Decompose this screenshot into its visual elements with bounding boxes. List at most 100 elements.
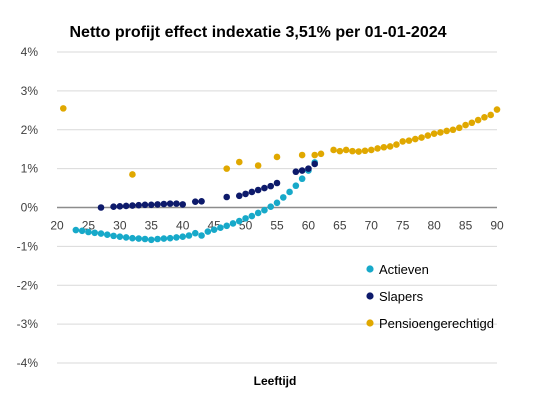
data-point — [191, 229, 199, 237]
gridlines — [57, 51, 497, 364]
data-point — [160, 235, 168, 242]
data-point — [135, 235, 143, 242]
x-tick-label: 70 — [365, 219, 379, 233]
data-point — [129, 234, 136, 242]
data-point — [179, 233, 187, 240]
data-point — [235, 192, 243, 200]
data-point — [380, 143, 388, 151]
data-point — [141, 235, 149, 243]
legend: Actieven Slapers Pensioengerechtigd — [366, 262, 494, 331]
y-tick-label: 0% — [21, 201, 39, 215]
data-point — [437, 129, 444, 136]
data-point — [97, 204, 105, 211]
data-point — [292, 168, 300, 176]
data-point — [393, 141, 400, 148]
x-tick-label: 25 — [82, 219, 96, 233]
data-points — [59, 105, 501, 244]
data-point — [267, 182, 275, 190]
data-point — [59, 105, 67, 112]
data-point — [217, 224, 224, 232]
data-point — [78, 227, 86, 235]
data-point — [198, 197, 205, 205]
x-tick-label: 55 — [270, 219, 284, 233]
y-tick-label: 2% — [21, 123, 39, 137]
series-actieven — [72, 159, 319, 244]
data-point — [160, 200, 168, 208]
data-point — [91, 229, 99, 237]
data-point — [248, 212, 256, 220]
data-point — [273, 153, 281, 161]
legend-marker — [366, 265, 374, 273]
data-point — [122, 202, 130, 210]
data-point — [311, 151, 319, 159]
y-tick-label: -3% — [17, 317, 39, 331]
data-point — [229, 220, 237, 227]
data-point — [298, 175, 306, 183]
x-tick-label: 30 — [113, 219, 127, 233]
data-point — [97, 230, 105, 237]
data-point — [349, 147, 356, 155]
data-point — [235, 158, 243, 166]
data-point — [129, 202, 136, 209]
data-point — [430, 130, 438, 137]
x-tick-label: 40 — [176, 219, 190, 233]
legend-marker — [366, 319, 374, 327]
data-point — [198, 232, 205, 239]
data-point — [462, 121, 469, 129]
data-point — [204, 228, 212, 235]
data-point — [443, 127, 451, 135]
data-point — [179, 201, 187, 208]
data-point — [135, 201, 143, 209]
legend-label: Pensioengerechtigd — [379, 316, 494, 331]
data-point — [110, 232, 117, 240]
data-point — [305, 165, 312, 172]
data-point — [336, 147, 344, 155]
data-point — [449, 126, 457, 134]
data-point — [493, 106, 501, 113]
data-point — [248, 188, 256, 196]
data-point — [279, 194, 287, 201]
data-point — [110, 203, 117, 211]
x-axis-label: Leeftijd — [254, 374, 297, 388]
y-axis-ticks: 4% 3% 2% 1% 0% -1% -2% -3% -4% — [17, 45, 39, 370]
data-point — [367, 146, 375, 154]
data-point — [116, 233, 124, 240]
legend-marker — [366, 292, 374, 300]
data-point — [185, 232, 193, 239]
data-point — [166, 234, 174, 242]
x-tick-label: 85 — [459, 219, 473, 233]
data-point — [342, 146, 350, 154]
data-point — [254, 209, 262, 217]
data-point — [311, 160, 319, 168]
data-point — [317, 150, 325, 158]
data-point — [286, 188, 293, 196]
data-point — [116, 203, 124, 210]
data-point — [474, 116, 482, 124]
x-tick-label: 20 — [50, 219, 64, 233]
data-point — [361, 147, 369, 155]
y-tick-label: 4% — [21, 45, 39, 59]
data-point — [103, 231, 111, 239]
data-point — [173, 234, 180, 241]
data-point — [154, 235, 161, 243]
data-point — [173, 200, 180, 207]
data-point — [223, 165, 231, 172]
data-point — [298, 167, 306, 174]
data-point — [235, 217, 243, 225]
data-point — [254, 186, 262, 194]
y-tick-label: -1% — [17, 239, 39, 253]
data-point — [210, 226, 218, 233]
data-point — [254, 162, 262, 169]
legend-label: Actieven — [379, 262, 429, 277]
x-axis-ticks: 20 25 30 35 40 45 50 55 60 65 70 75 80 85 90 — [50, 219, 504, 233]
data-point — [399, 138, 407, 145]
data-point — [374, 145, 381, 152]
x-tick-label: 65 — [333, 219, 347, 233]
data-point — [72, 226, 80, 234]
data-point — [147, 236, 155, 244]
data-point — [166, 200, 174, 207]
y-tick-label: 3% — [21, 84, 39, 98]
data-point — [129, 171, 136, 178]
data-point — [147, 201, 155, 209]
